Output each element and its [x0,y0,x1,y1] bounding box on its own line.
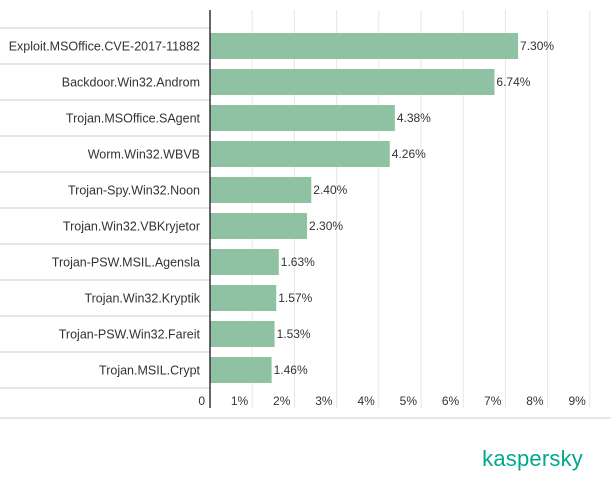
category-label-6: Trojan-PSW.MSIL.Agensla [52,256,200,270]
category-label-3: Worm.Win32.WBVB [88,148,200,162]
x-tick-label: 0 [198,394,205,408]
x-tick-label: 7% [484,394,502,408]
bar-0 [210,33,519,59]
data-label-7: 1.57% [278,291,312,305]
bar-8 [210,321,275,347]
bar-5 [210,213,308,239]
x-tick-label: 2% [273,394,291,408]
bar-1 [210,69,495,95]
kaspersky-logo: kaspersky [482,446,583,471]
bar-6 [210,249,279,275]
data-label-6: 1.63% [281,255,315,269]
category-label-5: Trojan.Win32.VBKryjetor [63,220,200,234]
bar-3 [210,141,390,167]
data-label-4: 2.40% [313,183,347,197]
category-label-4: Trojan-Spy.Win32.Noon [68,184,200,198]
data-label-2: 4.38% [397,111,431,125]
bar-7 [210,285,277,311]
row-separators [0,27,611,419]
category-label-1: Backdoor.Win32.Androm [62,76,200,90]
category-label-7: Trojan.Win32.Kryptik [84,292,200,306]
category-label-9: Trojan.MSIL.Crypt [99,364,200,378]
bar-2 [210,105,395,131]
category-label-2: Trojan.MSOffice.SAgent [66,112,201,126]
x-tick-label: 8% [526,394,544,408]
data-label-1: 6.74% [496,75,530,89]
x-tick-label: 5% [400,394,418,408]
x-tick-label: 4% [357,394,375,408]
x-tick-label: 9% [568,394,586,408]
category-label-8: Trojan-PSW.Win32.Fareit [59,328,201,342]
category-label-0: Exploit.MSOffice.CVE-2017-11882 [9,40,200,54]
data-label-3: 4.26% [392,147,426,161]
data-label-5: 2.30% [309,219,343,233]
data-label-8: 1.53% [277,327,311,341]
x-tick-label: 1% [231,394,249,408]
data-label-9: 1.46% [274,363,308,377]
x-tick-label: 6% [442,394,460,408]
x-tick-label: 3% [315,394,333,408]
bar-9 [210,357,272,383]
bar-4 [210,177,312,203]
data-label-0: 7.30% [520,39,554,53]
bars [210,33,519,383]
labels: 7.30% Exploit.MSOffice.CVE-2017-11882 6.74… [9,39,586,408]
